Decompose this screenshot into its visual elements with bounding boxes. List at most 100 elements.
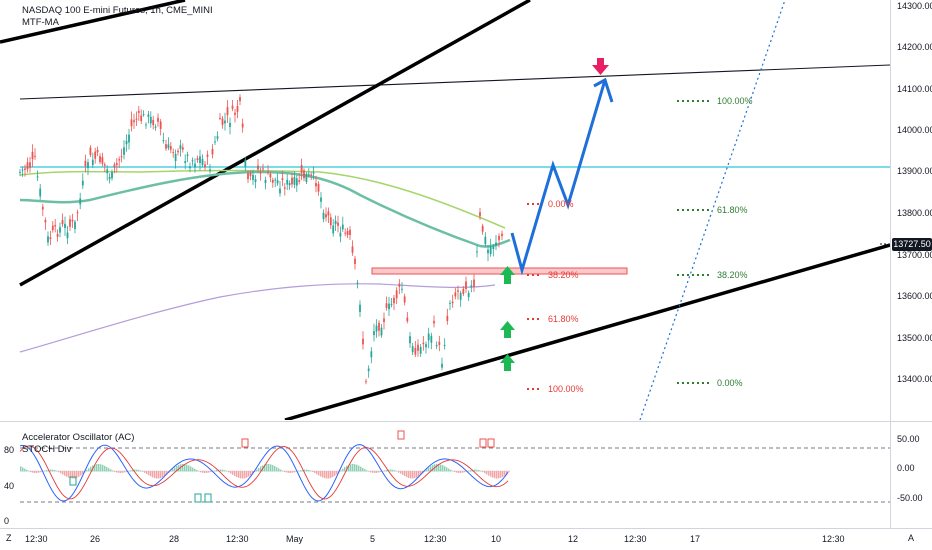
candle-body bbox=[305, 173, 308, 182]
oscillator-pane[interactable] bbox=[0, 423, 890, 527]
fib-retracement-left[interactable]: 0.00% 38.20% 61.80% 100.00% bbox=[527, 199, 584, 394]
ac-bar bbox=[490, 471, 492, 477]
symbol-title[interactable]: NASDAQ 100 E-mini Futures, 1h, CME_MINI bbox=[22, 5, 213, 16]
projected-price-path[interactable] bbox=[510, 79, 607, 276]
candle-body bbox=[34, 155, 36, 157]
support-trendline[interactable] bbox=[284, 243, 890, 420]
candle-body bbox=[481, 225, 484, 232]
time-axis[interactable]: 12:30 26 28 12:30 May 5 12:30 10 12 12:3… bbox=[0, 528, 932, 550]
ac-bar bbox=[132, 469, 134, 472]
ac-bar bbox=[246, 471, 248, 478]
candle-body bbox=[64, 223, 66, 229]
candle-body bbox=[108, 177, 111, 180]
candle-body bbox=[152, 119, 155, 126]
ac-bar bbox=[496, 471, 498, 479]
candle-body bbox=[59, 227, 61, 233]
time-tick: 12:30 bbox=[822, 534, 845, 544]
oscillator-title[interactable]: Accelerator Oscillator (AC) bbox=[22, 432, 135, 443]
ac-bar bbox=[308, 469, 310, 472]
candle-body bbox=[395, 290, 398, 299]
candle-body bbox=[334, 220, 337, 225]
ac-bar bbox=[272, 465, 274, 472]
candle-body bbox=[56, 233, 59, 237]
ac-bar bbox=[456, 471, 458, 473]
ac-bar bbox=[310, 470, 312, 472]
candle-body bbox=[307, 173, 310, 175]
candle-body bbox=[351, 246, 354, 253]
ac-bar bbox=[104, 465, 106, 472]
candlestick-series bbox=[19, 94, 503, 385]
candle-body bbox=[21, 169, 24, 171]
ac-bar bbox=[374, 471, 376, 473]
time-tick: 17 bbox=[690, 534, 701, 544]
price-tick: 13500.00 bbox=[897, 333, 932, 343]
resistance-trendline[interactable] bbox=[19, 64, 890, 100]
ac-bar bbox=[320, 471, 322, 477]
stoch-d-line bbox=[19, 445, 509, 500]
divergence-marker bbox=[487, 438, 495, 448]
candle-body bbox=[339, 232, 342, 237]
pane-separator[interactable] bbox=[0, 421, 932, 422]
ac-bar bbox=[398, 471, 400, 473]
ac-bar bbox=[446, 467, 448, 472]
osc-scale-tick: -50.00 bbox=[897, 493, 923, 503]
fib-retracement-right[interactable]: 100.00% 61.80% 38.20% 0.00% bbox=[677, 96, 753, 388]
dotted-projection-ray[interactable] bbox=[639, 0, 786, 420]
ac-bar bbox=[136, 469, 138, 472]
ac-bar bbox=[378, 471, 380, 473]
indicator-label-mtf-ma[interactable]: MTF-MA bbox=[22, 17, 59, 28]
oscillator-legend[interactable]: Accelerator Oscillator (AC) STOCH Div bbox=[22, 432, 134, 456]
ac-bar bbox=[116, 471, 118, 473]
candle-body bbox=[401, 288, 403, 290]
candle-body bbox=[191, 160, 194, 162]
ac-bar bbox=[46, 470, 48, 472]
ac-bar bbox=[240, 471, 242, 479]
ac-bar bbox=[356, 464, 358, 472]
ac-bar bbox=[444, 466, 446, 472]
ac-bar bbox=[20, 466, 22, 472]
main-chart-pane[interactable]: 0.00% 38.20% 61.80% 100.00% 100.00% 61.8… bbox=[0, 0, 890, 420]
candle-body bbox=[204, 164, 206, 167]
candle-body bbox=[177, 150, 179, 153]
auto-scale-button[interactable]: A bbox=[908, 533, 915, 543]
ac-bar bbox=[44, 470, 46, 472]
candle-body bbox=[142, 114, 145, 116]
rising-trendline[interactable] bbox=[19, 0, 531, 287]
ac-bar bbox=[174, 467, 176, 472]
current-price-badge: 13727.50 bbox=[892, 238, 932, 251]
ac-bar bbox=[442, 465, 444, 472]
ac-bar bbox=[62, 471, 64, 475]
ac-bar bbox=[152, 471, 154, 478]
ac-bar bbox=[432, 465, 434, 472]
candle-body bbox=[329, 217, 332, 226]
ac-bar bbox=[314, 471, 316, 474]
ac-bar bbox=[462, 471, 464, 473]
ac-bar bbox=[336, 471, 338, 475]
fib-right-label: 0.00% bbox=[717, 378, 743, 388]
corner-z-button[interactable]: Z bbox=[6, 533, 12, 543]
ac-bar bbox=[28, 470, 30, 472]
candle-body bbox=[476, 251, 478, 253]
ac-bar bbox=[88, 468, 90, 472]
ac-bar bbox=[52, 469, 54, 472]
support-zone-box[interactable] bbox=[371, 267, 628, 275]
candle-body bbox=[288, 183, 291, 186]
candle-body bbox=[118, 159, 121, 161]
chart-legend[interactable]: NASDAQ 100 E-mini Futures, 1h, CME_MINI … bbox=[22, 5, 213, 29]
price-scale[interactable]: 14300.00 14200.00 14100.00 14000.00 1390… bbox=[890, 0, 932, 528]
candle-body bbox=[433, 320, 435, 324]
candle-body bbox=[454, 292, 457, 297]
divergence-marker bbox=[479, 438, 487, 448]
candle-body bbox=[196, 158, 199, 161]
candle-body bbox=[375, 325, 378, 332]
ac-bar bbox=[160, 471, 162, 479]
ac-bar bbox=[268, 463, 270, 472]
ac-bar bbox=[50, 469, 52, 472]
candle-body bbox=[252, 174, 254, 180]
upper-channel-trendline[interactable] bbox=[0, 0, 186, 44]
divergence-markers bbox=[69, 430, 495, 503]
oscillator-subtitle[interactable]: STOCH Div bbox=[22, 444, 72, 455]
ac-bar bbox=[402, 471, 404, 475]
ac-bar bbox=[380, 471, 382, 472]
osc-scale-tick: 50.00 bbox=[897, 434, 920, 444]
